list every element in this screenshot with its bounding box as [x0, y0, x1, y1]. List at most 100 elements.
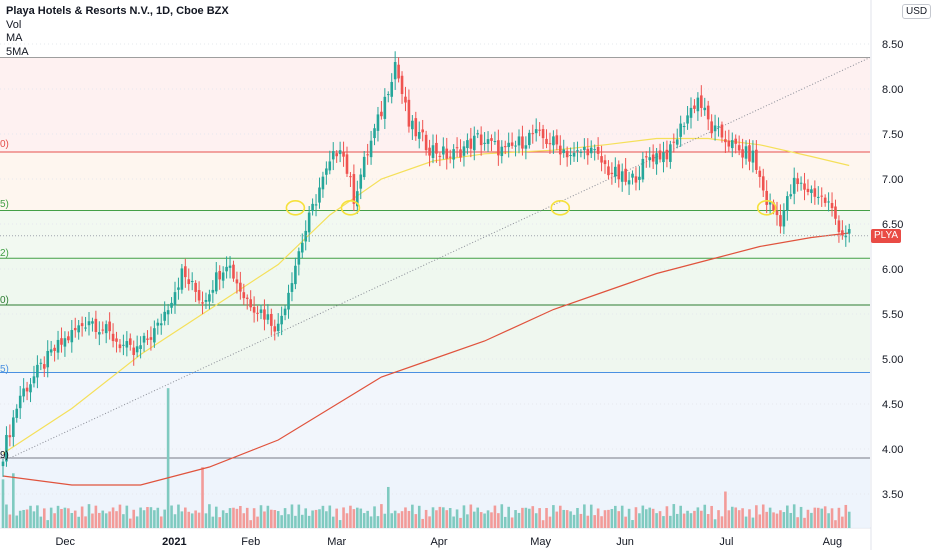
fib-label-1: 5) — [0, 199, 9, 210]
volume-bar — [600, 516, 603, 528]
volume-bar — [545, 507, 548, 528]
volume-bar — [63, 507, 67, 528]
volume-bar — [521, 507, 524, 528]
candle-body — [249, 299, 252, 308]
last-price-tag: PLYA — [871, 229, 901, 243]
candle-body — [844, 235, 848, 238]
volume-bar — [232, 507, 235, 528]
volume-bar — [259, 505, 263, 528]
volume-bar — [349, 505, 352, 528]
volume-bar — [15, 515, 19, 528]
candle-body — [32, 376, 36, 384]
volume-bar — [414, 514, 418, 528]
volume-bar — [359, 508, 363, 528]
legend-ma: MA — [6, 32, 23, 44]
y-tick-label: 6.00 — [882, 264, 903, 276]
currency-badge[interactable]: USD — [902, 4, 932, 19]
volume-bar — [390, 513, 394, 528]
volume-bar — [631, 520, 634, 528]
volume-bar — [159, 516, 163, 528]
candle-body — [294, 265, 297, 285]
volume-bar — [538, 508, 541, 528]
volume-bar — [641, 505, 645, 528]
candle-body — [531, 133, 535, 135]
candle-body — [314, 204, 318, 206]
volume-bar — [338, 520, 342, 528]
candle-body — [115, 338, 118, 342]
candle-body — [786, 196, 789, 211]
candle-body — [469, 138, 473, 149]
volume-bar — [122, 514, 125, 528]
volume-bar — [25, 509, 29, 528]
candle-body — [847, 229, 851, 234]
candle-body — [500, 146, 504, 157]
candle-body — [610, 172, 614, 175]
volume-bar — [98, 512, 101, 528]
candle-body — [132, 347, 136, 355]
candle-body — [820, 195, 824, 197]
candle-body — [569, 155, 572, 157]
volume-bar — [1, 479, 5, 528]
candle-body — [841, 230, 844, 236]
candle-body — [98, 332, 101, 335]
fib-label-3: 0) — [0, 295, 9, 306]
candle-body — [283, 308, 287, 316]
volume-bar — [658, 511, 662, 528]
volume-bar — [792, 504, 796, 528]
volume-bar — [620, 505, 624, 528]
candle-body — [724, 139, 727, 143]
volume-bar — [91, 513, 94, 528]
candle-body — [280, 315, 283, 325]
volume-bar — [841, 516, 844, 528]
candle-body — [534, 129, 538, 134]
volume-bar — [280, 515, 283, 528]
candle-body — [658, 150, 662, 160]
candle-body — [730, 140, 734, 149]
candle-body — [727, 140, 731, 147]
volume-bar — [149, 507, 153, 528]
volume-bar — [576, 507, 579, 528]
trend-line — [9, 57, 871, 459]
candle-body — [768, 202, 772, 205]
candle-body — [524, 145, 528, 149]
candle-body — [345, 154, 349, 174]
candle-body — [589, 147, 593, 154]
candle-body — [290, 283, 294, 292]
y-tick-label: 5.50 — [882, 309, 903, 321]
volume-bar — [528, 508, 531, 528]
volume-bar — [287, 514, 290, 528]
candle-body — [734, 138, 738, 144]
volume-bar — [744, 516, 748, 528]
volume-bar — [820, 508, 824, 528]
candle-body — [428, 147, 431, 156]
candle-body — [823, 197, 827, 203]
volume-bar — [325, 511, 328, 528]
volume-bar — [18, 510, 22, 528]
volume-bar — [256, 516, 259, 528]
candle-body — [29, 384, 32, 393]
volume-bar — [115, 511, 118, 528]
candle-body — [376, 114, 380, 131]
volume-bar — [761, 504, 765, 528]
volume-bar — [755, 505, 758, 528]
volume-bar — [270, 509, 273, 528]
volume-bar — [211, 516, 215, 528]
candle-body — [1, 461, 5, 467]
volume-bar — [156, 507, 160, 528]
candle-body — [170, 302, 173, 308]
volume-bar — [328, 505, 332, 528]
volume-bar — [173, 514, 177, 528]
volume-bar — [459, 517, 462, 528]
chart-title: Playa Hotels & Resorts N.V., 1D, Cboe BZ… — [6, 5, 229, 17]
candle-body — [369, 140, 373, 158]
candle-body — [328, 161, 332, 171]
candle-body — [830, 202, 834, 209]
volume-bar — [84, 516, 87, 528]
volume-bar — [421, 518, 424, 528]
volume-bar — [596, 508, 600, 528]
candle-body — [586, 148, 590, 156]
fib-zone — [0, 258, 870, 305]
candle-body — [438, 155, 442, 157]
volume-bar — [748, 509, 751, 528]
